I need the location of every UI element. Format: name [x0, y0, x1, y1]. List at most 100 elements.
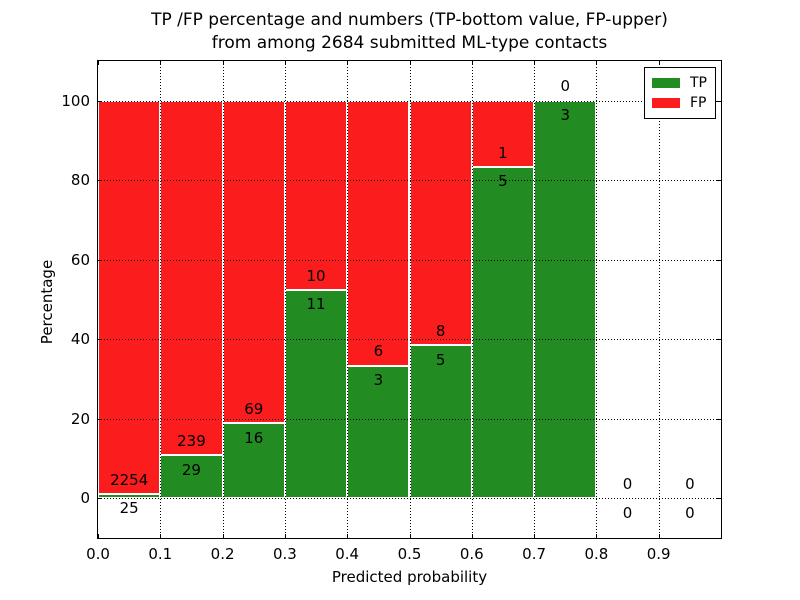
bar-segment-tp: [98, 493, 161, 499]
gridline-vertical: [222, 61, 224, 538]
x-tick-label: 0.2: [210, 545, 235, 563]
bar-count-label-tp: 11: [306, 295, 326, 314]
y-tick-mark-left: [98, 180, 102, 182]
y-tick-mark-right: [717, 180, 721, 182]
legend-label-tp: TP: [690, 75, 707, 91]
bar-count-label-fp: 0: [560, 77, 571, 96]
y-tick-mark-left: [98, 418, 102, 420]
y-tick-mark-right: [717, 259, 721, 261]
plot-area: TP FP 2254 25 239 29 69 16 10 11 6 3 8 5 1 5 0 3 0 0 0 0 0.0…: [61, 60, 722, 563]
gridline-vertical: [596, 61, 598, 538]
gridline-vertical: [284, 61, 286, 538]
x-tick-mark-bottom: [596, 534, 598, 538]
legend: TP FP: [644, 67, 716, 119]
legend-swatch-tp: [652, 78, 680, 88]
bar-segment-fp: [98, 100, 161, 494]
bar-count-label-fp: 6: [373, 342, 384, 361]
y-tick-label: 60: [70, 250, 90, 269]
bar-count-label-tp: 5: [435, 350, 446, 369]
x-tick-mark-top: [347, 61, 349, 65]
y-tick-mark-left: [98, 498, 102, 500]
x-tick-mark-bottom: [409, 534, 411, 538]
bar-count-label-tp: 25: [119, 499, 139, 518]
x-tick-label: 0.6: [459, 545, 484, 563]
y-tick-mark-left: [98, 100, 102, 102]
x-tick-mark-top: [409, 61, 411, 65]
chart-title-line2: from among 2684 submitted ML-type contac…: [211, 33, 608, 53]
x-tick-mark-top: [471, 61, 473, 65]
bar-segment-fp: [222, 100, 285, 424]
gridline-vertical: [658, 61, 660, 538]
y-tick-mark-right: [717, 339, 721, 341]
x-tick-label: 0.5: [397, 545, 422, 563]
x-tick-mark-top: [222, 61, 224, 65]
x-tick-label: 0.7: [522, 545, 547, 563]
bar-segment-tp: [284, 290, 348, 499]
x-tick-label: 0.8: [584, 545, 609, 563]
bar-count-label-fp: 8: [435, 322, 446, 341]
gridline-vertical: [409, 61, 411, 538]
legend-entry-tp: TP: [652, 73, 707, 93]
legend-entry-fp: FP: [652, 93, 707, 113]
gridline-vertical: [160, 61, 162, 538]
x-tick-mark-bottom: [658, 534, 660, 538]
gridline-vertical: [534, 61, 536, 538]
chart-title-line1: TP /FP percentage and numbers (TP-bottom…: [151, 10, 668, 30]
bar-segment-tp: [409, 345, 472, 499]
y-tick-mark-right: [717, 100, 721, 102]
x-tick-mark-bottom: [347, 534, 349, 538]
bar-count-label-fp: 0: [685, 474, 695, 493]
bar-count-label-tp: 29: [181, 460, 201, 479]
x-tick-label: 0.3: [272, 545, 297, 563]
bar-segment-tp: [160, 455, 223, 499]
y-tick-mark-left: [98, 259, 102, 261]
x-tick-mark-top: [596, 61, 598, 65]
bar-count-label-tp: 3: [373, 371, 384, 390]
x-tick-mark-top: [284, 61, 286, 65]
chart-title: TP /FP percentage and numbers (TP-bottom…: [97, 9, 722, 55]
bar-count-label-tp: 0: [622, 503, 633, 522]
x-tick-mark-bottom: [160, 534, 162, 538]
bar-count-label-fp: 1: [498, 143, 508, 162]
bar-segment-fp: [160, 100, 223, 456]
x-tick-label: 0.1: [148, 545, 173, 563]
bar-count-label-fp: 69: [244, 400, 264, 419]
y-tick-mark-right: [717, 498, 721, 500]
y-tick-label: 40: [70, 330, 90, 349]
x-tick-mark-bottom: [98, 534, 99, 538]
x-axis-label: Predicted probability: [331, 568, 488, 586]
y-tick-mark-right: [717, 418, 721, 420]
x-tick-mark-bottom: [284, 534, 286, 538]
legend-label-fp: FP: [690, 95, 707, 111]
bar-count-label-tp: 0: [685, 503, 695, 522]
x-tick-mark-top: [658, 61, 660, 65]
x-tick-label: 0.0: [86, 545, 110, 563]
bar-segment-fp: [409, 100, 472, 346]
y-tick-label: 80: [70, 171, 90, 190]
x-tick-label: 0.4: [335, 545, 360, 563]
x-tick-mark-top: [534, 61, 536, 65]
bar-segment-tp: [347, 365, 410, 499]
x-tick-mark-bottom: [534, 534, 536, 538]
gridline-vertical: [347, 61, 349, 538]
y-tick-label: 0: [80, 489, 90, 508]
bar-count-label-fp: 2254: [110, 470, 149, 489]
bar-count-label-tp: 3: [560, 106, 571, 125]
bar-segment-fp: [284, 100, 348, 291]
bar-segment-tp: [471, 167, 535, 499]
x-tick-mark-top: [98, 61, 99, 65]
y-tick-mark-left: [98, 339, 102, 341]
x-tick-label: 0.9: [646, 545, 671, 563]
x-tick-mark-bottom: [222, 534, 224, 538]
gridline-vertical: [471, 61, 473, 538]
y-tick-label: 20: [70, 409, 90, 428]
bar-segment-fp: [347, 100, 410, 366]
bar-segment-tp: [534, 100, 597, 499]
bar-count-label-tp: 16: [244, 428, 264, 447]
bar-count-label-fp: 239: [177, 431, 206, 450]
x-tick-mark-bottom: [471, 534, 473, 538]
x-tick-mark-top: [160, 61, 162, 65]
bar-count-label-tp: 5: [498, 172, 508, 191]
legend-swatch-fp: [652, 98, 680, 108]
